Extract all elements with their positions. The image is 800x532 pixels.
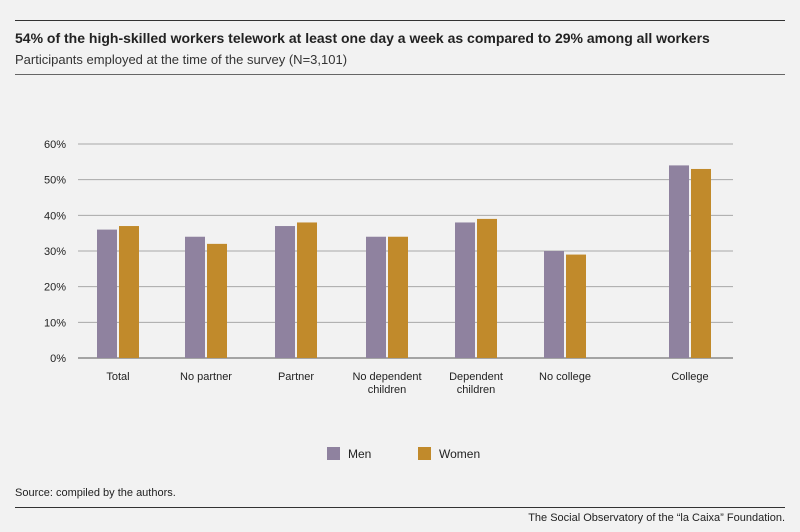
x-tick-label-line: children [368,384,407,396]
x-tick-label: Total [106,371,129,383]
x-tick-label-line: College [671,371,708,383]
bar-women [119,226,139,358]
bar-men [669,165,689,358]
bar-women [388,236,408,358]
bar-women [477,218,497,358]
x-tick-label-line: Dependent [449,371,503,383]
legend-swatch-women [418,447,431,460]
source-note: Source: compiled by the authors. [15,487,176,499]
y-tick-label: 10% [44,317,66,329]
y-tick-label: 30% [44,246,66,258]
x-tick-label-line: No dependent [352,371,421,383]
x-axis-labels: Total No partner Partner No dependent childr… [106,371,708,396]
legend-swatch-men [327,447,340,460]
x-tick-label: No partner [180,371,232,383]
x-tick-label: Partner [278,371,314,383]
footer-credit: The Social Observatory of the “la Caixa”… [528,512,785,524]
x-tick-label-line: No college [539,371,591,383]
y-tick-label: 50% [44,175,66,187]
bar-men [185,236,205,358]
bar-men [97,229,117,358]
bar-men [544,251,564,358]
x-tick-label-line: Total [106,371,129,383]
x-tick-label: No dependent children [352,371,421,396]
y-tick-label: 40% [44,210,66,222]
bar-women [297,222,317,358]
subtitle-rule [15,74,785,75]
y-axis-ticks: 0% 10% 20% 30% 40% 50% 60% [44,139,66,365]
x-tick-label: College [671,371,708,383]
chart-title: 54% of the high-skilled workers telework… [15,30,710,46]
bar-women [207,243,227,358]
legend-label-women: Women [439,447,480,461]
bar-men [366,236,386,358]
bar-men [455,222,475,358]
bottom-rule [15,507,785,508]
x-tick-label-line: Partner [278,371,314,383]
bar-women [566,254,586,358]
y-tick-label: 60% [44,139,66,151]
x-tick-label-line: children [457,384,496,396]
legend-label-men: Men [348,447,371,461]
bars [97,165,711,358]
legend: Men Women [327,447,480,461]
bar-men [275,226,295,358]
x-tick-label-line: No partner [180,371,232,383]
x-tick-label: No college [539,371,591,383]
chart-subtitle: Participants employed at the time of the… [15,52,348,67]
x-tick-label: Dependent children [449,371,503,396]
bar-women [691,168,711,358]
y-tick-label: 0% [50,353,66,365]
y-tick-label: 20% [44,282,66,294]
top-rule [15,20,785,21]
